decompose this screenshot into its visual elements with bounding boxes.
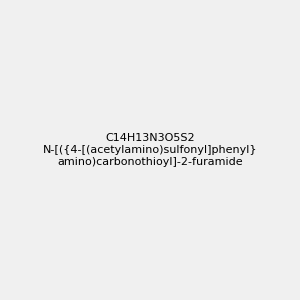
Text: C14H13N3O5S2
N-[({4-[(acetylamino)sulfonyl]phenyl}
amino)carbonothioyl]-2-furami: C14H13N3O5S2 N-[({4-[(acetylamino)sulfon… — [43, 134, 257, 166]
